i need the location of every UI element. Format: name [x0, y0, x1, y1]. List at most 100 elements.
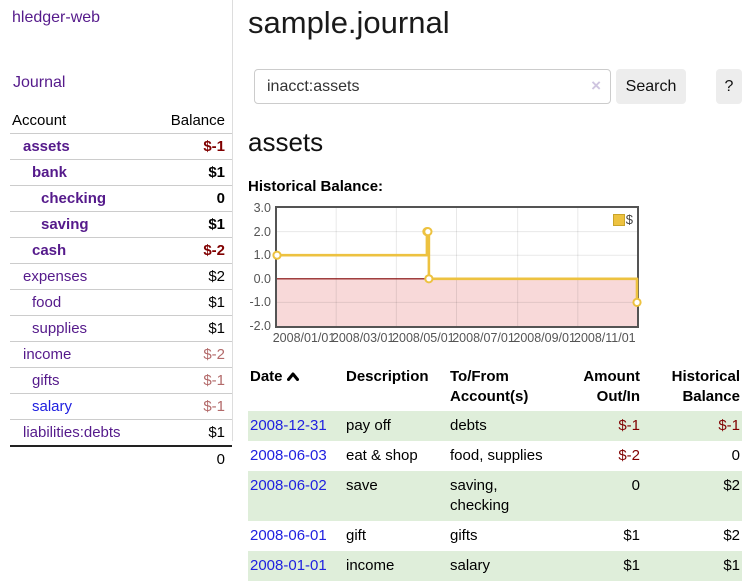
- sidebar: hledger-web Journal Account Balance asse…: [0, 0, 233, 468]
- account-link-checking[interactable]: checking: [41, 190, 107, 207]
- account-column-header: Account: [12, 112, 67, 129]
- register-row: 2008-06-02 save saving, checking 0 $2: [248, 471, 742, 521]
- account-table-header: Account Balance: [10, 108, 232, 133]
- search-button[interactable]: Search: [616, 69, 686, 104]
- account-link-liabilities-debts[interactable]: liabilities:debts: [23, 424, 121, 441]
- account-balance: $2: [208, 268, 225, 285]
- sidebar-account-row: gifts $-1: [10, 367, 232, 393]
- account-link-income[interactable]: income: [23, 346, 72, 363]
- sidebar-account-row: income $-2: [10, 341, 232, 367]
- legend-label: $: [625, 212, 633, 227]
- page-title: sample.journal: [248, 5, 450, 40]
- account-link-food[interactable]: food: [32, 294, 62, 311]
- chart-y-tick-label: 2.0: [253, 224, 271, 239]
- chart-y-tick-label: 1.0: [253, 248, 271, 263]
- transaction-amount: $1: [623, 557, 640, 574]
- search-input-wrap: ×: [254, 69, 611, 104]
- chart-y-tick-label: -2.0: [249, 319, 271, 333]
- sidebar-account-row: saving $1: [10, 211, 232, 237]
- transaction-date-link[interactable]: 2008-06-03: [250, 447, 327, 464]
- transaction-accounts: gifts: [450, 527, 478, 544]
- sidebar-account-row: checking 0: [10, 185, 232, 211]
- account-balance-table: Account Balance assets $-1 bank $1 checking 0…: [10, 108, 232, 472]
- chart-y-tick-label: 3.0: [253, 201, 271, 215]
- chart-x-tick-label: 2008/01/01: [272, 331, 336, 345]
- transaction-description: save: [346, 477, 378, 494]
- app-title-link[interactable]: hledger-web: [12, 9, 101, 26]
- transaction-date-link[interactable]: 2008-06-01: [250, 527, 327, 544]
- sidebar-account-row: salary $-1: [10, 393, 232, 419]
- clear-search-icon[interactable]: ×: [591, 76, 601, 95]
- transaction-amount: $-1: [618, 417, 640, 434]
- transaction-accounts: debts: [450, 417, 487, 434]
- sidebar-account-row: food $1: [10, 289, 232, 315]
- account-balance: $-2: [203, 346, 225, 363]
- account-link-cash[interactable]: cash: [32, 242, 67, 259]
- transaction-amount: $1: [623, 527, 640, 544]
- sidebar-account-row: liabilities:debts $1: [10, 419, 232, 445]
- chart-plot-area: $: [272, 206, 642, 328]
- main-content: sample.journal × Search ? assets Histori…: [233, 0, 742, 581]
- register-header-amount[interactable]: Amount Out/In: [583, 368, 640, 405]
- account-link-assets[interactable]: assets: [23, 138, 70, 155]
- account-balance: $-1: [203, 372, 225, 389]
- chart-heading: Historical Balance:: [248, 178, 384, 195]
- transaction-description: income: [346, 557, 395, 574]
- register-header-accounts[interactable]: To/From Account(s): [450, 368, 529, 405]
- account-balance: $1: [208, 164, 225, 181]
- chart-x-tick-label: 2008/05/01: [392, 331, 455, 345]
- transaction-accounts: saving, checking: [450, 477, 510, 514]
- help-button[interactable]: ?: [716, 69, 742, 104]
- account-link-bank[interactable]: bank: [32, 164, 68, 181]
- account-link-expenses[interactable]: expenses: [23, 268, 88, 285]
- chart-x-tick-label: 2008/03/01: [331, 331, 395, 345]
- transaction-description: eat & shop: [346, 447, 418, 464]
- balance-column-header: Balance: [170, 112, 225, 129]
- account-balance: $1: [208, 320, 225, 337]
- account-link-gifts[interactable]: gifts: [32, 372, 60, 389]
- transaction-date-link[interactable]: 2008-06-02: [250, 477, 327, 494]
- sidebar-item-journal[interactable]: Journal: [13, 74, 66, 91]
- register-row: 2008-06-01 gift gifts $1 $2: [248, 521, 742, 551]
- transaction-balance: $1: [723, 557, 740, 574]
- account-balance: 0: [216, 190, 225, 207]
- sidebar-account-row: bank $1: [10, 159, 232, 185]
- register-header-description[interactable]: Description: [346, 368, 429, 385]
- account-balance: $-1: [203, 138, 225, 155]
- account-link-salary[interactable]: salary: [32, 398, 73, 415]
- search-form: × Search ?: [254, 69, 742, 104]
- transaction-balance: $2: [723, 477, 740, 494]
- register-row: 2008-01-01 income salary $1 $1: [248, 551, 742, 581]
- chart-x-tick-label: 2008/07/01: [452, 331, 515, 345]
- chart-x-tick-label: 2008/11/01: [573, 331, 636, 345]
- account-link-saving[interactable]: saving: [41, 216, 89, 233]
- account-link-supplies[interactable]: supplies: [32, 320, 88, 337]
- search-input[interactable]: [254, 69, 611, 104]
- transaction-description: pay off: [346, 417, 391, 434]
- sidebar-account-row: expenses $2: [10, 263, 232, 289]
- transaction-date-link[interactable]: 2008-12-31: [250, 417, 327, 434]
- account-rows: assets $-1 bank $1 checking 0 saving $1 cash $-2 e…: [10, 133, 232, 445]
- transaction-accounts: food, supplies: [450, 447, 543, 464]
- transaction-balance: 0: [731, 447, 740, 464]
- transaction-date-link[interactable]: 2008-01-01: [250, 557, 327, 574]
- transaction-balance: $2: [723, 527, 740, 544]
- account-balance: $-2: [203, 242, 225, 259]
- chart-y-tick-label: 0.0: [253, 271, 271, 286]
- chart-x-axis: 2008/01/01 2008/03/01 2008/05/01 2008/07/01…: [272, 328, 639, 348]
- account-balance: $1: [208, 424, 225, 441]
- register-header-balance[interactable]: Historical Balance: [671, 368, 740, 405]
- account-balance: $1: [208, 294, 225, 311]
- transaction-accounts: salary: [450, 557, 491, 574]
- account-total-row: 0: [10, 445, 232, 472]
- chart-y-tick-label: -1.0: [249, 295, 271, 310]
- transaction-amount: $-2: [618, 447, 640, 464]
- transaction-amount: 0: [631, 477, 640, 494]
- register-row: 2008-06-03 eat & shop food, supplies $-2 0: [248, 441, 742, 471]
- sidebar-account-row: supplies $1: [10, 315, 232, 341]
- register-header-date[interactable]: Date: [248, 363, 344, 411]
- chart-legend: $: [611, 211, 634, 228]
- balance-chart: 3.0 2.0 1.0 0.0 -1.0 -2.0 $ 2008/01/01 2008/03…: [248, 201, 642, 348]
- register-header-row: Date Description To/From Account(s) Amou…: [248, 363, 742, 411]
